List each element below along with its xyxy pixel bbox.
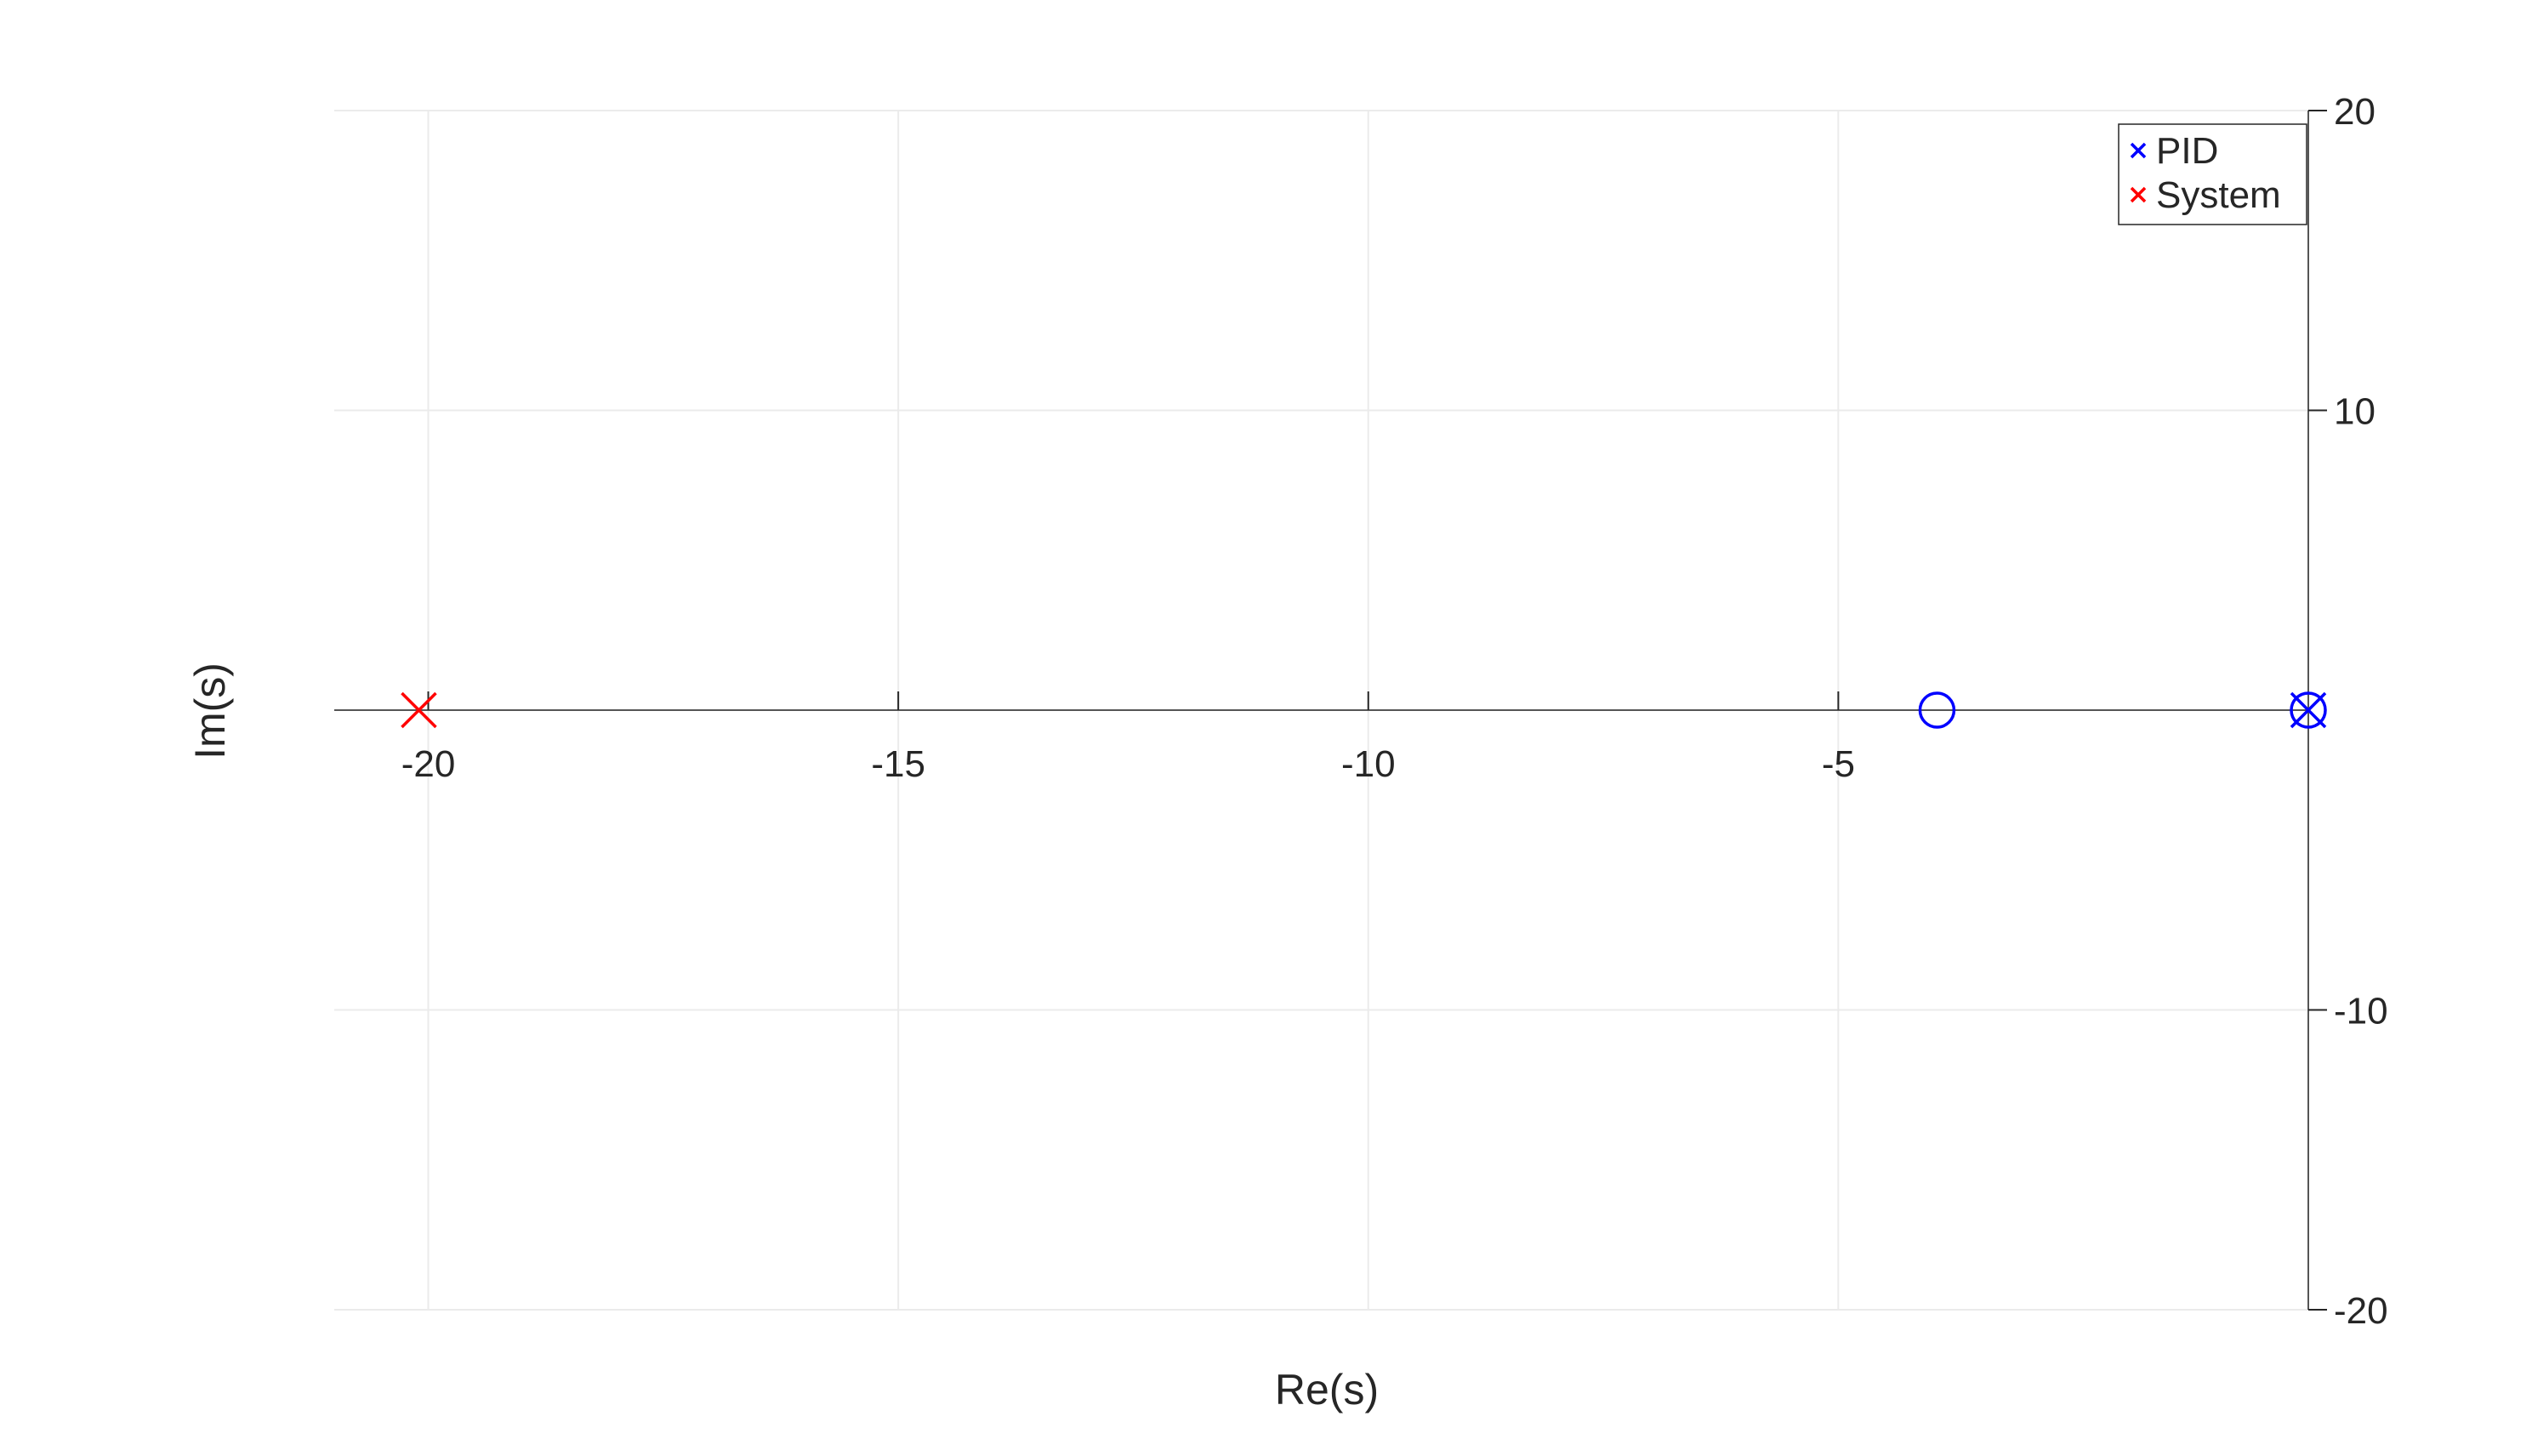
y-tick-label: 10 (2334, 391, 2376, 433)
legend-marker-stroke (2130, 142, 2147, 159)
tick-labels: -20 -15 -10 -5 -20 -10 10 20 (401, 91, 2388, 1332)
legend-marker (2130, 142, 2147, 159)
legend-marker-stroke (2130, 186, 2147, 203)
legend-marker (2130, 186, 2147, 203)
y-tick-label: 20 (2334, 91, 2376, 133)
x-tick-label: -10 (1341, 743, 1396, 785)
legend-box (2118, 123, 2307, 225)
y-axis-label: Im(s) (186, 663, 234, 759)
pole-stroke (401, 691, 437, 729)
pole-marker (401, 691, 437, 729)
pole-zero-markers (401, 691, 2327, 729)
axes (334, 110, 2327, 1311)
legend-label: PID (2156, 130, 2218, 172)
y-tick-label: -10 (2334, 991, 2388, 1032)
y-tick-label: -20 (2334, 1290, 2388, 1332)
x-axis-label: Re(s) (1275, 1366, 1379, 1413)
x-tick-label: -5 (1822, 743, 1855, 785)
legend-label: System (2156, 174, 2281, 216)
zero-marker (2290, 691, 2327, 729)
zero-marker (1918, 691, 1956, 729)
x-tick-label: -15 (871, 743, 925, 785)
pole-marker (2290, 691, 2327, 729)
pole-stroke (2290, 691, 2327, 729)
x-tick-label: -20 (401, 743, 456, 785)
